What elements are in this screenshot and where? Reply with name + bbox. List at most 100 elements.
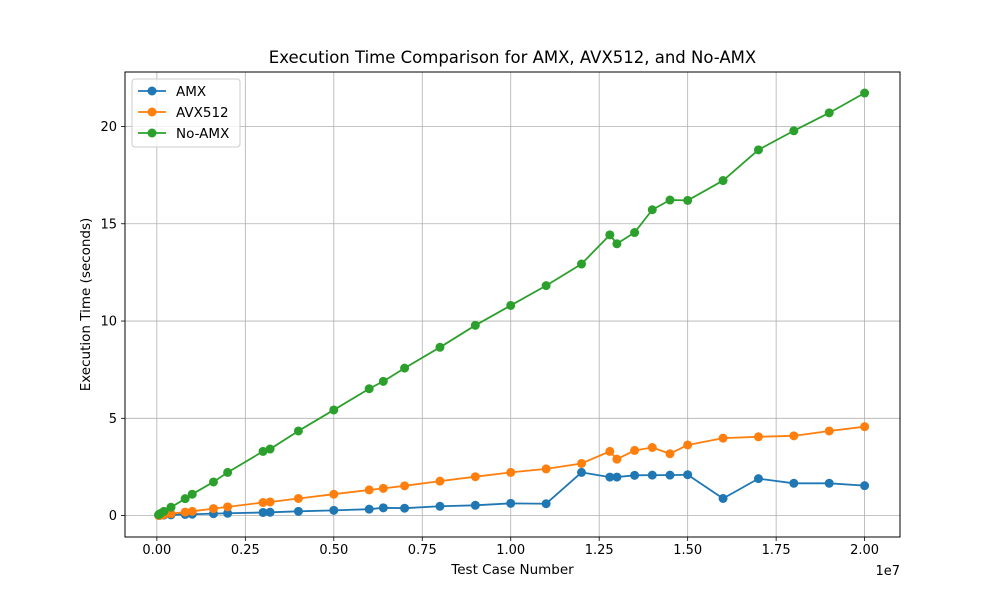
data-point-no-amx (630, 228, 640, 238)
x-tick-label: 1.75 (762, 543, 791, 558)
data-point-no-amx (753, 145, 763, 155)
data-point-amx (683, 470, 693, 480)
data-point-avx512 (647, 443, 657, 452)
x-tick-label: 0.50 (319, 543, 348, 558)
data-point-amx (630, 470, 640, 480)
data-point-no-amx (180, 494, 190, 504)
data-point-no-amx (647, 205, 657, 215)
data-point-avx512 (683, 440, 693, 450)
data-point-no-amx (665, 195, 675, 205)
data-point-amx (718, 493, 728, 503)
data-point-no-amx (293, 426, 303, 436)
data-point-amx (265, 507, 275, 517)
data-point-no-amx (683, 195, 693, 205)
legend-label-avx512: AVX512 (176, 105, 229, 121)
data-point-avx512 (470, 472, 480, 482)
data-point-amx (577, 467, 587, 477)
data-point-amx (753, 474, 763, 484)
legend-marker-avx512 (147, 107, 157, 117)
data-point-no-amx (265, 444, 275, 454)
grid (125, 72, 900, 537)
axis-ticks: 0.00 0.25 0.50 0.75 1.00 1.25 1.50 1.75 2.00 0 5 10… (100, 120, 879, 558)
data-point-amx (378, 503, 388, 513)
x-tick-label: 1.25 (585, 543, 614, 558)
data-point-avx512 (612, 454, 622, 464)
x-tick-label: 2.00 (850, 543, 879, 558)
data-point-avx512 (605, 446, 615, 456)
data-point-no-amx (718, 176, 728, 186)
data-point-avx512 (364, 485, 374, 495)
data-point-avx512 (860, 422, 870, 432)
data-point-no-amx (364, 384, 374, 394)
data-point-no-amx (378, 376, 388, 386)
y-tick-label: 15 (100, 217, 117, 232)
data-point-no-amx (159, 506, 169, 516)
data-point-amx (364, 504, 374, 514)
data-point-amx (258, 507, 268, 517)
data-point-amx (647, 470, 657, 480)
data-point-amx (860, 481, 870, 491)
data-point-amx (293, 506, 303, 516)
plot-frame (124, 71, 901, 538)
data-point-amx (789, 478, 799, 488)
series-layer (154, 88, 870, 520)
data-point-no-amx (166, 502, 176, 512)
data-point-amx (506, 498, 516, 508)
x-axis-offset-label: 1e7 (875, 564, 900, 579)
y-tick-label: 5 (109, 412, 117, 427)
data-point-avx512 (378, 483, 388, 493)
data-point-avx512 (258, 498, 268, 508)
legend-marker-no-amx (147, 128, 157, 138)
legend: AMX AVX512 No-AMX (131, 78, 241, 148)
x-tick-label: 1.00 (496, 543, 525, 558)
y-tick-label: 10 (100, 315, 117, 330)
legend-label-no-amx: No-AMX (176, 126, 229, 142)
series-no-amx (154, 88, 870, 520)
data-point-avx512 (166, 509, 176, 519)
data-point-avx512 (577, 458, 587, 468)
data-point-amx (612, 472, 622, 482)
y-axis-label: Execution Time (seconds) (78, 218, 94, 392)
data-point-no-amx (223, 467, 233, 477)
data-point-no-amx (208, 477, 218, 487)
data-point-amx (665, 470, 675, 480)
legend-label-amx: AMX (176, 84, 206, 100)
data-point-no-amx (789, 126, 799, 136)
data-point-avx512 (435, 476, 445, 486)
data-point-no-amx (506, 300, 516, 310)
data-point-amx (329, 505, 339, 515)
data-point-avx512 (541, 464, 551, 474)
data-point-avx512 (293, 493, 303, 503)
data-point-no-amx (824, 108, 834, 118)
data-point-avx512 (180, 507, 190, 517)
data-point-avx512 (718, 433, 728, 443)
data-point-avx512 (400, 481, 410, 491)
data-point-amx (824, 478, 834, 488)
data-point-no-amx (541, 281, 551, 291)
data-point-amx (470, 500, 480, 510)
data-point-avx512 (753, 432, 763, 442)
data-point-no-amx (187, 489, 197, 499)
y-tick-label: 0 (109, 509, 117, 524)
data-point-no-amx (400, 363, 410, 373)
data-point-avx512 (208, 504, 218, 514)
data-point-avx512 (789, 431, 799, 441)
data-point-avx512 (265, 497, 275, 507)
x-tick-label: 0.25 (231, 543, 260, 558)
data-point-amx (541, 499, 551, 509)
x-axis-label: Test Case Number (450, 562, 574, 578)
data-point-no-amx (577, 259, 587, 269)
data-point-avx512 (329, 489, 339, 499)
x-tick-label: 1.50 (673, 543, 702, 558)
y-tick-label: 20 (100, 120, 117, 135)
data-point-no-amx (470, 320, 480, 330)
data-point-amx (223, 508, 233, 518)
data-point-avx512 (223, 502, 233, 512)
x-tick-label: 0.00 (142, 543, 171, 558)
data-point-no-amx (605, 230, 615, 240)
data-point-amx (400, 503, 410, 513)
data-point-amx (435, 501, 445, 511)
data-point-avx512 (824, 426, 834, 436)
